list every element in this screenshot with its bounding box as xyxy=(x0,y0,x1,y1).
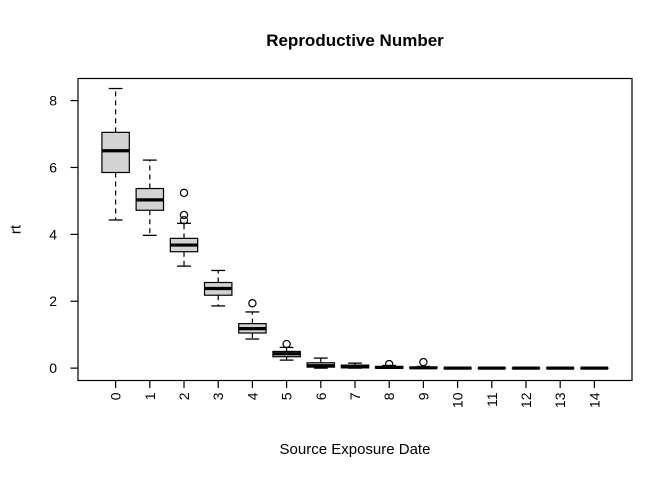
x-tick-label: 11 xyxy=(484,392,500,407)
outlier-point xyxy=(384,359,394,369)
x-tick-label: 5 xyxy=(279,392,295,400)
x-tick-label: 6 xyxy=(313,392,329,400)
x-tick-label: 14 xyxy=(586,392,602,408)
iqr-box xyxy=(101,131,130,174)
y-tick-label: 8 xyxy=(49,93,57,109)
outlier-point xyxy=(248,299,257,308)
x-tick-label: 12 xyxy=(518,392,534,408)
outlier-point xyxy=(179,210,189,220)
outlier-point xyxy=(179,188,189,198)
x-tick-label: 8 xyxy=(381,392,397,400)
x-tick-label: 1 xyxy=(142,392,158,400)
y-tick-label: 6 xyxy=(49,159,57,175)
x-tick-label: 7 xyxy=(347,392,363,400)
x-tick-label: 9 xyxy=(415,392,431,400)
y-tick-label: 2 xyxy=(49,293,57,309)
x-tick-label: 2 xyxy=(176,392,192,400)
y-tick-label: 4 xyxy=(49,226,57,242)
x-tick-label: 13 xyxy=(552,392,568,408)
outlier-point xyxy=(419,357,428,367)
plot-border xyxy=(77,77,633,382)
x-tick-label: 10 xyxy=(450,392,466,408)
x-tick-label: 0 xyxy=(108,392,124,400)
x-tick-label: 4 xyxy=(244,392,260,400)
outlier-point xyxy=(282,339,291,349)
x-tick-label: 3 xyxy=(210,392,226,400)
y-tick-label: 0 xyxy=(49,360,57,376)
outlier-point xyxy=(179,216,189,225)
chart-title: Reproductive Number xyxy=(266,31,444,50)
y-axis-label: rt xyxy=(7,224,25,235)
x-axis-label: Source Exposure Date xyxy=(279,441,431,458)
